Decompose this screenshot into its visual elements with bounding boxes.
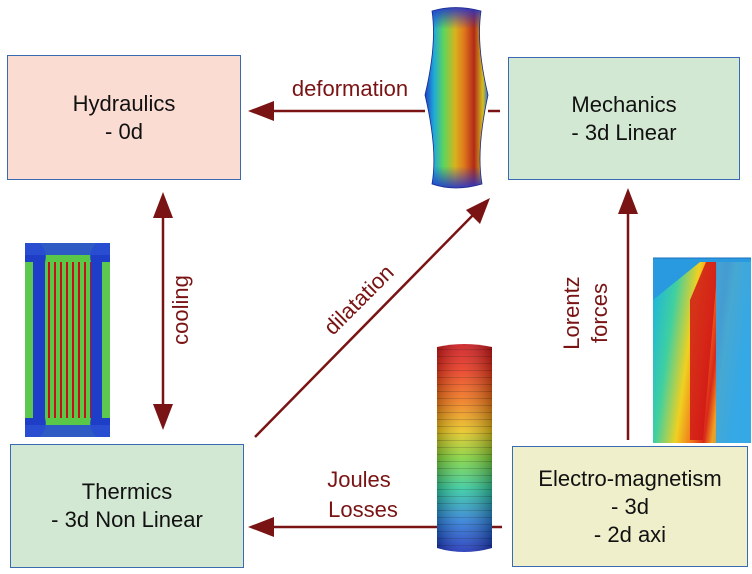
thermics-detail: - 3d Non Linear xyxy=(51,507,203,532)
joules-losses-arrow xyxy=(248,517,502,537)
electromagnetism-detail-2d-axi: - 2d axi xyxy=(593,521,667,547)
lorentz-label-line2: forces xyxy=(587,283,612,343)
mechanics-box: Mechanics - 3d Linear xyxy=(508,57,740,180)
joules-label-line1: Joules xyxy=(327,467,391,492)
dilatation-label: dilatation xyxy=(319,260,399,340)
deformation-arrow xyxy=(248,101,500,121)
mechanics-title: Mechanics xyxy=(571,91,677,117)
hydraulics-box: Hydraulics - 0d xyxy=(7,55,241,180)
electromagnetism-title: Electro-magnetism xyxy=(538,465,722,491)
mechanics-detail: - 3d Linear xyxy=(571,119,677,145)
electromagnetism-box: Electro-magnetism - 3d - 2d axi xyxy=(512,446,748,567)
cooling-arrow xyxy=(153,192,173,430)
hydraulics-title: Hydraulics xyxy=(72,90,176,116)
deformation-label: deformation xyxy=(292,76,408,101)
lorentz-label-line1: Lorentz xyxy=(559,276,584,349)
joules-label-line2: Losses xyxy=(328,497,398,522)
em-render-icon xyxy=(653,257,751,443)
lorentz-forces-arrow xyxy=(618,188,638,440)
hydraulics-detail: - 0d xyxy=(105,118,143,144)
joules-render-icon xyxy=(437,344,492,552)
thermics-box: Thermics - 3d Non Linear xyxy=(10,444,244,568)
thermics-render-icon xyxy=(25,243,110,437)
thermics-title: Thermics xyxy=(81,479,173,504)
cooling-label: cooling xyxy=(168,275,193,345)
dilatation-arrow xyxy=(254,198,490,438)
mechanics-render-icon xyxy=(424,7,489,189)
electromagnetism-detail-3d: - 3d xyxy=(611,493,649,519)
